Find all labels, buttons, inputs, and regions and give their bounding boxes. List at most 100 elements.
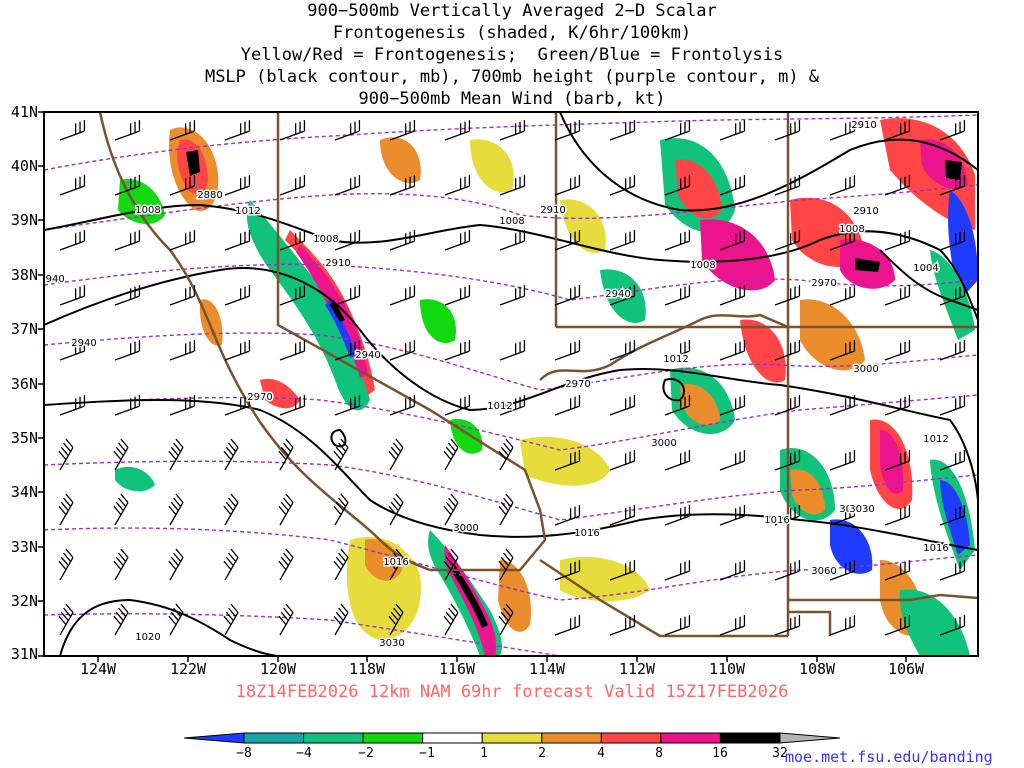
- wind-barb: [278, 603, 294, 636]
- wind-barb: [774, 285, 801, 306]
- wind-barb: [169, 230, 196, 251]
- mslp-label: 1016: [923, 543, 948, 554]
- wind-barb: [224, 340, 251, 361]
- colorbar-swatch: [303, 732, 364, 744]
- wind-barb: [278, 438, 294, 471]
- wind-barb: [498, 438, 514, 471]
- mslp-label: 1012: [487, 401, 512, 412]
- wind-barb: [939, 450, 966, 471]
- forecast-run-info: 18Z14FEB2026 12km NAM 69hr forecast Vali…: [235, 682, 789, 702]
- wind-barb: [113, 493, 129, 526]
- mslp-label: 1004: [913, 263, 938, 274]
- wind-barb: [774, 230, 801, 251]
- title-line-5: 900−500mb Mean Wind (barb, kt): [358, 89, 666, 109]
- height-label: 3030: [849, 504, 874, 515]
- colorbar-swatch: [481, 732, 543, 744]
- wind-barb: [554, 615, 581, 636]
- height-label: 2940: [71, 338, 96, 349]
- wind-barb: [168, 493, 184, 526]
- lon-label-110w: 110W: [708, 660, 746, 678]
- colorbar-swatch: [183, 732, 245, 744]
- wind-barb: [884, 340, 911, 361]
- wind-barb: [884, 175, 911, 196]
- lat-label-32n: 32N: [10, 592, 38, 610]
- wind-barb: [719, 230, 746, 251]
- height-label: 2910: [853, 206, 878, 217]
- wind-barb: [719, 175, 746, 196]
- lon-label-124w: 124W: [79, 660, 117, 678]
- wind-barb: [224, 230, 251, 251]
- wind-barb: [58, 493, 74, 526]
- mslp-label: 1016: [383, 557, 408, 568]
- title-line-2: Frontogenesis (shaded, K/6hr/100km): [332, 23, 692, 43]
- lat-label-37n: 37N: [10, 320, 38, 338]
- wind-barbs: [58, 120, 966, 636]
- wind-barb: [884, 560, 911, 581]
- colorbar-swatch: [541, 732, 602, 744]
- wind-barb: [554, 505, 581, 526]
- wind-barb: [939, 120, 966, 141]
- colorbar-label: 2: [538, 746, 546, 761]
- wind-barb: [279, 120, 306, 141]
- wind-barb: [609, 175, 636, 196]
- wind-barb: [113, 438, 129, 471]
- height-contours: [44, 114, 978, 656]
- wind-barb: [443, 493, 459, 526]
- wind-barb: [609, 560, 636, 581]
- wind-barb: [278, 548, 294, 581]
- wind-barb: [168, 438, 184, 471]
- wind-barb: [939, 615, 966, 636]
- wind-barb: [664, 230, 691, 251]
- colorbar-label: −1: [419, 746, 435, 761]
- wind-barb: [609, 450, 636, 471]
- wind-barb: [498, 603, 514, 636]
- wind-barb: [829, 560, 856, 581]
- wind-barb: [389, 120, 416, 141]
- wind-barb: [884, 120, 911, 141]
- wind-barb: [223, 548, 239, 581]
- wind-barb: [333, 438, 349, 471]
- wind-barb: [389, 285, 416, 306]
- wind-barb: [829, 120, 856, 141]
- wind-barb: [223, 493, 239, 526]
- wind-barb: [884, 285, 911, 306]
- wind-barb: [443, 548, 459, 581]
- wind-barb: [829, 285, 856, 306]
- wind-barb: [664, 175, 691, 196]
- wind-barb: [169, 340, 196, 361]
- colorbar-label: 32: [772, 746, 788, 761]
- wind-barb: [389, 395, 416, 416]
- wind-barb: [389, 340, 416, 361]
- wind-barb: [334, 395, 361, 416]
- height-label: 2910: [325, 258, 350, 269]
- mslp-label: 1008: [135, 205, 160, 216]
- colorbar-label: 16: [712, 746, 728, 761]
- height-label: 2910: [540, 205, 565, 216]
- colorbar-swatch: [600, 732, 662, 744]
- lon-label-122w: 122W: [169, 660, 207, 678]
- wind-barb: [443, 438, 459, 471]
- height-label: 3000: [839, 504, 864, 515]
- wind-barb: [499, 120, 526, 141]
- colorbar-swatch: [362, 732, 424, 744]
- wind-barb: [664, 285, 691, 306]
- credit-link[interactable]: moe.met.fsu.edu/banding: [785, 748, 993, 766]
- wind-barb: [939, 175, 966, 196]
- wind-barb: [664, 505, 691, 526]
- height-label: 2910: [851, 120, 876, 131]
- wind-barb: [829, 175, 856, 196]
- wind-barb: [554, 285, 581, 306]
- wind-barb: [168, 603, 184, 636]
- wind-barb: [443, 603, 459, 636]
- wind-barb: [609, 285, 636, 306]
- wind-barb: [884, 505, 911, 526]
- wind-barb: [59, 285, 86, 306]
- colorbar-swatch: [660, 732, 721, 744]
- wind-barb: [334, 230, 361, 251]
- wind-barb: [499, 395, 526, 416]
- lat-label-36n: 36N: [10, 375, 38, 393]
- mslp-label: 1012: [923, 434, 948, 445]
- wind-barb: [774, 615, 801, 636]
- mslp-label: 1008: [839, 224, 864, 235]
- wind-barb: [224, 175, 251, 196]
